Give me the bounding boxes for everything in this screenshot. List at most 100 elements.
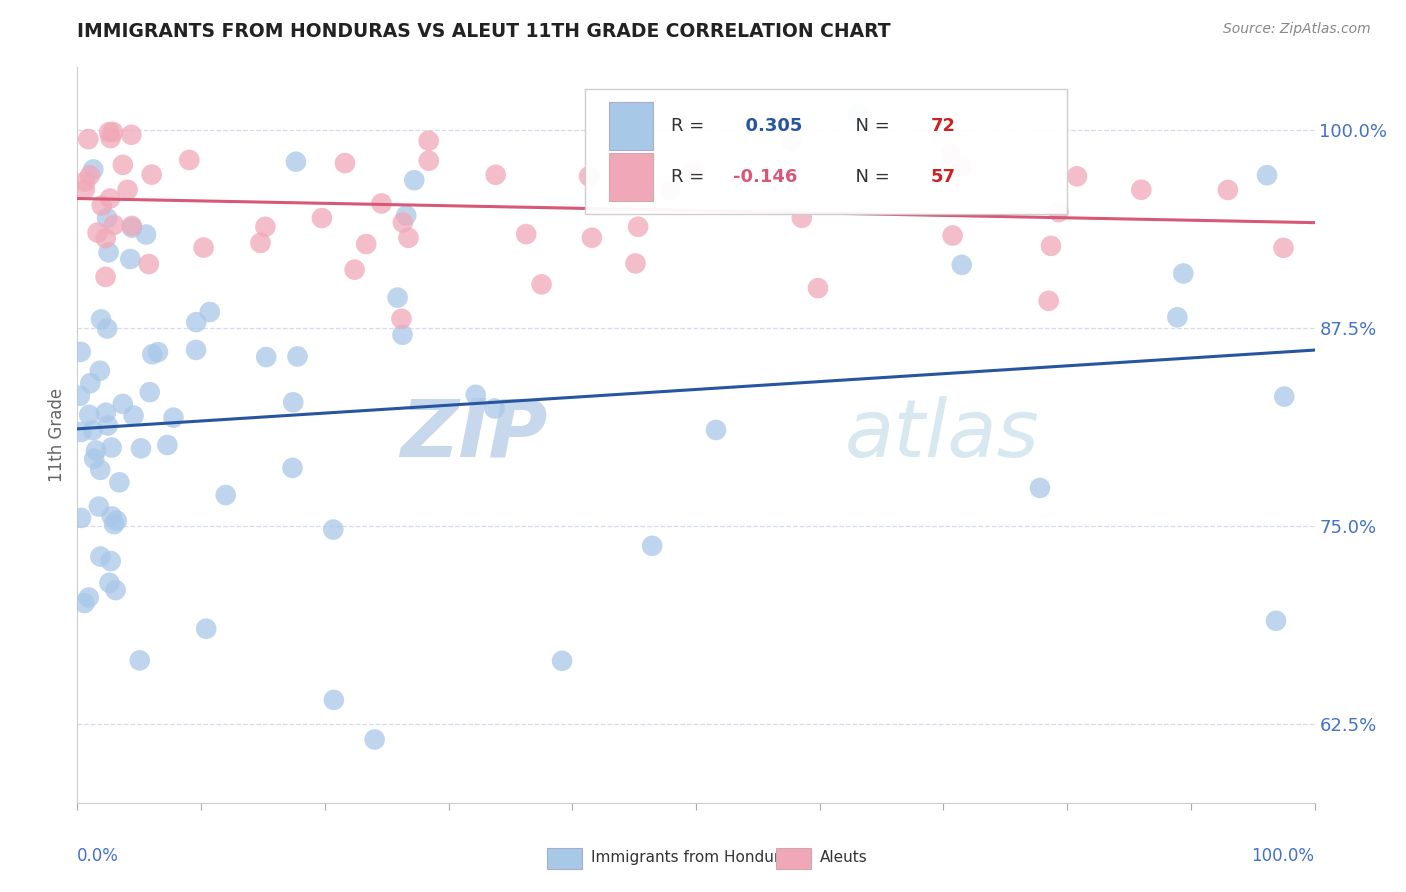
Point bbox=[704, 423, 727, 437]
Point bbox=[69, 389, 91, 403]
Point bbox=[128, 653, 150, 667]
Point bbox=[79, 376, 101, 391]
Point bbox=[395, 209, 418, 223]
Point bbox=[1066, 169, 1088, 184]
Point bbox=[281, 460, 304, 475]
Point bbox=[942, 228, 965, 243]
Point bbox=[333, 156, 356, 170]
Point bbox=[104, 583, 127, 598]
Point bbox=[659, 184, 682, 198]
Point bbox=[94, 231, 117, 245]
Point bbox=[100, 554, 122, 568]
Text: Source: ZipAtlas.com: Source: ZipAtlas.com bbox=[1223, 22, 1371, 37]
Text: Immigrants from Honduras: Immigrants from Honduras bbox=[591, 850, 797, 865]
Text: R =: R = bbox=[671, 117, 710, 135]
Point bbox=[94, 406, 117, 420]
Point bbox=[122, 409, 145, 423]
Point bbox=[619, 162, 641, 177]
Point bbox=[97, 245, 120, 260]
Point bbox=[146, 345, 169, 359]
Point bbox=[84, 443, 107, 458]
Point bbox=[551, 654, 574, 668]
Point bbox=[1256, 168, 1278, 182]
Point bbox=[249, 235, 271, 250]
Text: N =: N = bbox=[845, 117, 896, 135]
Point bbox=[193, 241, 215, 255]
FancyBboxPatch shape bbox=[585, 89, 1067, 214]
Point bbox=[1272, 241, 1295, 255]
Point bbox=[141, 168, 163, 182]
Point bbox=[1216, 183, 1239, 197]
Point bbox=[215, 488, 238, 502]
Point bbox=[139, 385, 162, 400]
Point bbox=[73, 175, 96, 189]
Point bbox=[398, 231, 420, 245]
Bar bbox=[776, 848, 811, 869]
Text: IMMIGRANTS FROM HONDURAS VS ALEUT 11TH GRADE CORRELATION CHART: IMMIGRANTS FROM HONDURAS VS ALEUT 11TH G… bbox=[77, 22, 891, 41]
Point bbox=[950, 160, 973, 174]
Point bbox=[950, 258, 973, 272]
Point bbox=[343, 262, 366, 277]
Point bbox=[1272, 390, 1295, 404]
Point bbox=[100, 509, 122, 524]
Point bbox=[418, 134, 440, 148]
Point bbox=[98, 125, 121, 139]
Point bbox=[287, 350, 309, 364]
Bar bbox=[609, 102, 652, 150]
Point bbox=[83, 452, 105, 467]
Text: 0.0%: 0.0% bbox=[77, 847, 120, 865]
Point bbox=[391, 327, 413, 342]
Point bbox=[90, 312, 112, 326]
Point bbox=[641, 539, 664, 553]
Point bbox=[77, 591, 100, 605]
Point bbox=[392, 215, 415, 229]
Point bbox=[77, 408, 100, 422]
Point bbox=[354, 237, 377, 252]
Point bbox=[464, 388, 486, 402]
Text: ZIP: ZIP bbox=[401, 396, 547, 474]
Point bbox=[129, 442, 152, 456]
Point bbox=[70, 511, 93, 525]
Point bbox=[1173, 267, 1195, 281]
Point bbox=[404, 173, 426, 187]
Point bbox=[108, 475, 131, 490]
Point bbox=[179, 153, 201, 167]
Point bbox=[89, 549, 111, 564]
Point bbox=[619, 173, 641, 187]
Point bbox=[162, 410, 184, 425]
Point bbox=[73, 596, 96, 610]
Point bbox=[195, 622, 218, 636]
Point bbox=[515, 227, 537, 242]
Point bbox=[1029, 481, 1052, 495]
Point bbox=[103, 517, 125, 532]
Point bbox=[370, 196, 392, 211]
Bar bbox=[609, 153, 652, 202]
Point bbox=[141, 347, 163, 361]
Point bbox=[86, 226, 108, 240]
Text: 57: 57 bbox=[931, 169, 956, 186]
Text: 72: 72 bbox=[931, 117, 956, 135]
Text: Aleuts: Aleuts bbox=[820, 850, 868, 865]
Text: R =: R = bbox=[671, 169, 710, 186]
Point bbox=[322, 523, 344, 537]
Point bbox=[90, 198, 112, 212]
Point bbox=[96, 321, 118, 335]
Text: atlas: atlas bbox=[845, 396, 1039, 474]
Point bbox=[807, 281, 830, 295]
Point bbox=[121, 220, 143, 235]
Point bbox=[846, 107, 869, 121]
Point bbox=[683, 164, 706, 178]
Point bbox=[391, 311, 413, 326]
Point bbox=[120, 128, 142, 142]
Point bbox=[138, 257, 160, 271]
Point bbox=[79, 169, 101, 183]
Point bbox=[1130, 183, 1153, 197]
Point bbox=[89, 364, 111, 378]
Bar bbox=[547, 848, 582, 869]
Point bbox=[98, 575, 121, 590]
Point bbox=[578, 169, 600, 184]
Point bbox=[254, 350, 277, 364]
Point bbox=[98, 192, 121, 206]
Point bbox=[77, 132, 100, 146]
Point bbox=[97, 418, 120, 433]
